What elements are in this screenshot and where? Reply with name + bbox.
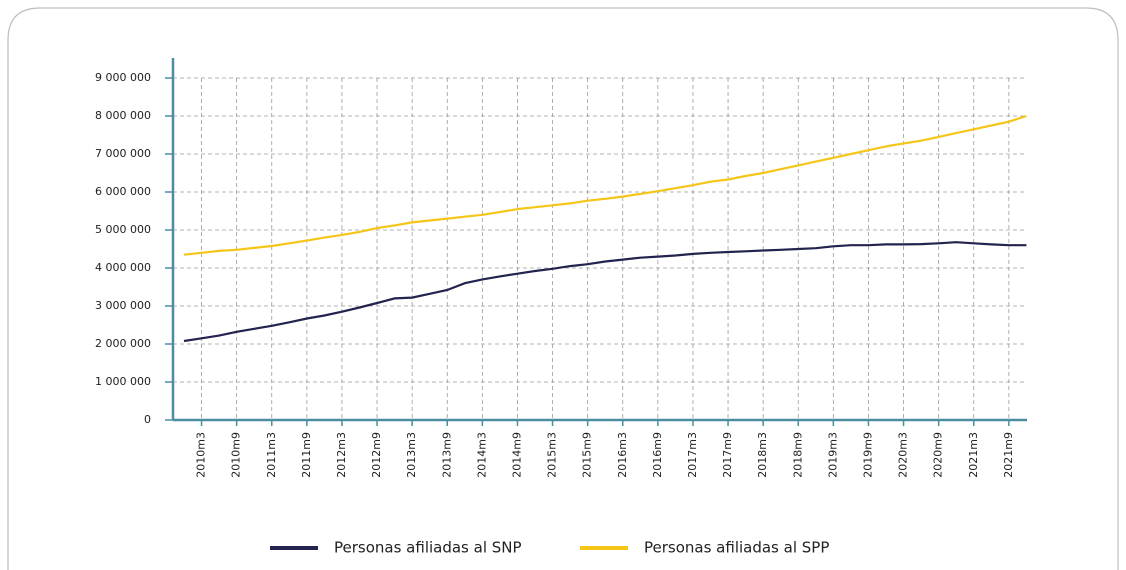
x-tick-label: 2012m3	[335, 432, 348, 478]
y-tick-label: 8 000 000	[95, 109, 151, 122]
x-tick-label: 2018m3	[756, 432, 769, 478]
x-tick-label: 2010m9	[230, 432, 243, 478]
x-tick-label: 2021m9	[1002, 432, 1015, 478]
y-tick-label: 0	[144, 413, 151, 426]
x-tick-label: 2017m3	[686, 432, 699, 478]
y-tick-label: 2 000 000	[95, 337, 151, 350]
x-tick-label: 2011m3	[265, 432, 278, 478]
x-tick-label: 2018m9	[791, 432, 804, 478]
y-tick-label: 4 000 000	[95, 261, 151, 274]
y-tick-label: 9 000 000	[95, 71, 151, 84]
x-tick-label: 2014m9	[510, 432, 523, 478]
x-tick-label: 2015m3	[546, 432, 559, 478]
x-tick-label: 2016m9	[651, 432, 664, 478]
x-tick-label: 2019m9	[861, 432, 874, 478]
y-tick-label: 7 000 000	[95, 147, 151, 160]
x-tick-label: 2017m9	[721, 432, 734, 478]
y-tick-label: 5 000 000	[95, 223, 151, 236]
series-line	[183, 241, 1027, 343]
x-tick-label: 2016m3	[616, 432, 629, 478]
x-tick-label: 2013m9	[440, 432, 453, 478]
series-line	[183, 114, 1027, 256]
x-tick-label: 2010m3	[195, 432, 208, 478]
legend-label: Personas afiliadas al SPP	[644, 539, 829, 557]
x-tick-label: 2014m3	[475, 432, 488, 478]
card-frame	[7, 7, 1119, 570]
y-tick-label: 6 000 000	[95, 185, 151, 198]
legend-label: Personas afiliadas al SNP	[334, 539, 522, 557]
x-tick-label: 2020m9	[932, 432, 945, 478]
x-tick-label: 2021m3	[967, 432, 980, 478]
x-tick-label: 2020m3	[897, 432, 910, 478]
x-tick-label: 2015m9	[581, 432, 594, 478]
y-tick-label: 1 000 000	[95, 375, 151, 388]
x-tick-label: 2012m9	[370, 432, 383, 478]
y-tick-label: 3 000 000	[95, 299, 151, 312]
x-tick-label: 2019m3	[826, 432, 839, 478]
x-tick-label: 2011m9	[300, 432, 313, 478]
x-tick-label: 2013m3	[405, 432, 418, 478]
